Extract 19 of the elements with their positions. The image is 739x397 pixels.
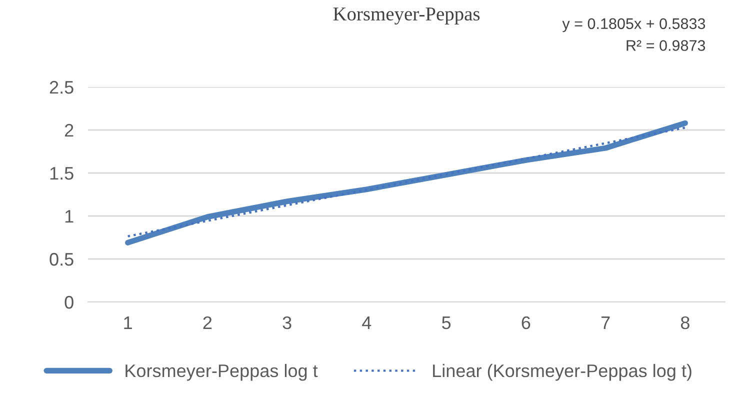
x-tick-label: 1 xyxy=(124,316,132,329)
x-tick-label: 2 xyxy=(203,316,212,329)
text: y = 0.1805x + 0.5833 xyxy=(562,18,706,32)
x-tick-label: 3 xyxy=(282,316,292,330)
legend-label: Korsmeyer-Peppas log t xyxy=(126,364,318,381)
x-tick-label: 4 xyxy=(362,316,372,329)
chart-title: Korsmeyer-Peppas xyxy=(333,8,480,25)
y-tick-label: 1 xyxy=(65,210,74,223)
x-tick-label: 7 xyxy=(601,316,610,329)
y-tick-label: 0 xyxy=(64,296,74,309)
text: R² = 0.9873 xyxy=(626,40,706,51)
y-tick-label: 2 xyxy=(64,124,74,137)
x-tick-label: 8 xyxy=(680,316,690,330)
legend-label: Linear (Korsmeyer-Peppas log t) xyxy=(433,364,692,381)
y-tick-label: 0.5 xyxy=(50,252,74,266)
y-tick-label: 1.5 xyxy=(50,167,74,180)
y-tick-label: 2.5 xyxy=(50,80,74,94)
x-tick-label: 5 xyxy=(442,316,451,330)
x-tick-label: 6 xyxy=(522,316,530,330)
